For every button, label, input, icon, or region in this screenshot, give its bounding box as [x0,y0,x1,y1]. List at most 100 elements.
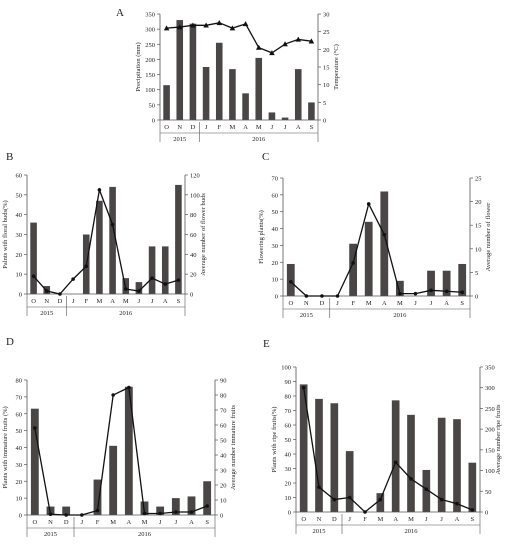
bar [468,462,477,512]
line-point [470,508,475,512]
y-tick-label: 70 [16,394,23,401]
x-tick-label: S [310,124,314,131]
bar [156,506,165,515]
y2-tick-label: 15 [323,65,330,72]
x-tick-label: J [175,519,178,526]
y-tick-label: 60 [16,411,23,418]
bar [391,400,400,512]
line-point [366,202,371,206]
year-label: 2015 [173,136,186,143]
bar [176,20,184,120]
line-point [269,50,275,56]
bar [294,69,302,120]
bar [163,85,170,120]
year-label: 2016 [138,531,152,538]
x-tick-label: S [205,519,209,526]
line-point [203,22,209,28]
y2-tick-label: 15 [475,223,482,230]
y2-tick-label: 30 [220,468,227,475]
x-tick-label: J [205,124,208,131]
y2-tick-label: 90 [220,378,227,385]
line-point [444,289,449,294]
bar [124,386,133,515]
bar [202,67,210,120]
line-point [429,288,433,293]
line-point [48,512,53,517]
x-tick-label: A [110,298,115,305]
series-line [33,187,179,295]
y-tick-label: 10 [16,272,23,279]
y-tick-label: 250 [145,42,155,49]
x-tick-label: A [455,516,460,523]
line-point [332,497,337,502]
line-point [110,222,115,227]
y2-tick-label: 20 [190,272,197,279]
y-axis-title: Plants with ripe fruits(%) [271,407,278,473]
line-point [150,276,154,280]
panel-label: D [6,336,14,348]
x-tick-label: M [366,300,372,307]
line-point [382,232,387,237]
x-tick-label: A [243,124,248,131]
y-tick-label: 50 [285,437,292,444]
x-tick-label: N [44,298,49,305]
line-point [351,261,355,265]
line-point [174,510,178,514]
x-tick-label: J [284,124,287,131]
y-tick-label: 200 [145,57,155,64]
x-tick-label: A [382,300,387,307]
line-point [142,511,147,516]
line-point [242,21,249,27]
y2-tick-label: 250 [485,406,495,413]
bar [242,93,249,120]
bar [161,246,169,294]
x-tick-label: N [177,124,182,131]
bar [109,445,118,515]
line-point [295,36,302,42]
bar [62,506,71,515]
y2-axis-title: Average number of flower buds [200,193,207,276]
y-tick-label: 10 [272,277,279,284]
line-point [158,511,162,516]
line-point [393,460,398,465]
line-point [205,504,209,508]
panel-label: C [262,151,269,163]
bar [30,222,37,294]
y2-tick-label: 5 [475,270,478,277]
y-tick-label: 100 [145,87,155,94]
x-tick-label: M [397,300,403,307]
y2-tick-label: 200 [485,427,495,434]
y-tick-label: 20 [272,260,279,267]
y-axis-title: Flowering plants(%) [258,210,265,264]
y-tick-label: 0 [19,292,22,299]
y-tick-label: 70 [285,408,292,415]
x-tick-label: J [425,516,428,523]
y-tick-label: 60 [16,173,23,180]
y-tick-label: 40 [272,226,279,233]
x-tick-label: M [377,516,383,523]
x-tick-label: D [64,519,69,526]
line-point [320,294,324,298]
panel-label: A [116,7,124,19]
bar [189,23,197,120]
line-point [308,38,315,44]
y2-axis-title: Temperature (°C) [333,44,340,90]
y-tick-label: 30 [272,243,279,250]
bar [96,200,103,294]
x-tick-label: F [351,300,355,307]
y2-tick-label: 40 [220,453,227,460]
year-label: 2015 [44,531,57,538]
y-tick-label: 80 [16,378,23,385]
x-tick-label: N [317,516,322,523]
y-tick-label: 50 [16,428,23,435]
y2-tick-label: 30 [323,12,330,19]
x-tick-label: S [460,300,464,307]
x-tick-label: A [163,298,168,305]
y-tick-label: 10 [16,496,23,503]
y2-tick-label: 0 [475,294,478,301]
year-label: 2015 [40,310,53,317]
line-point [424,487,429,492]
y2-tick-label: 0 [220,513,223,520]
line-point [111,393,115,397]
